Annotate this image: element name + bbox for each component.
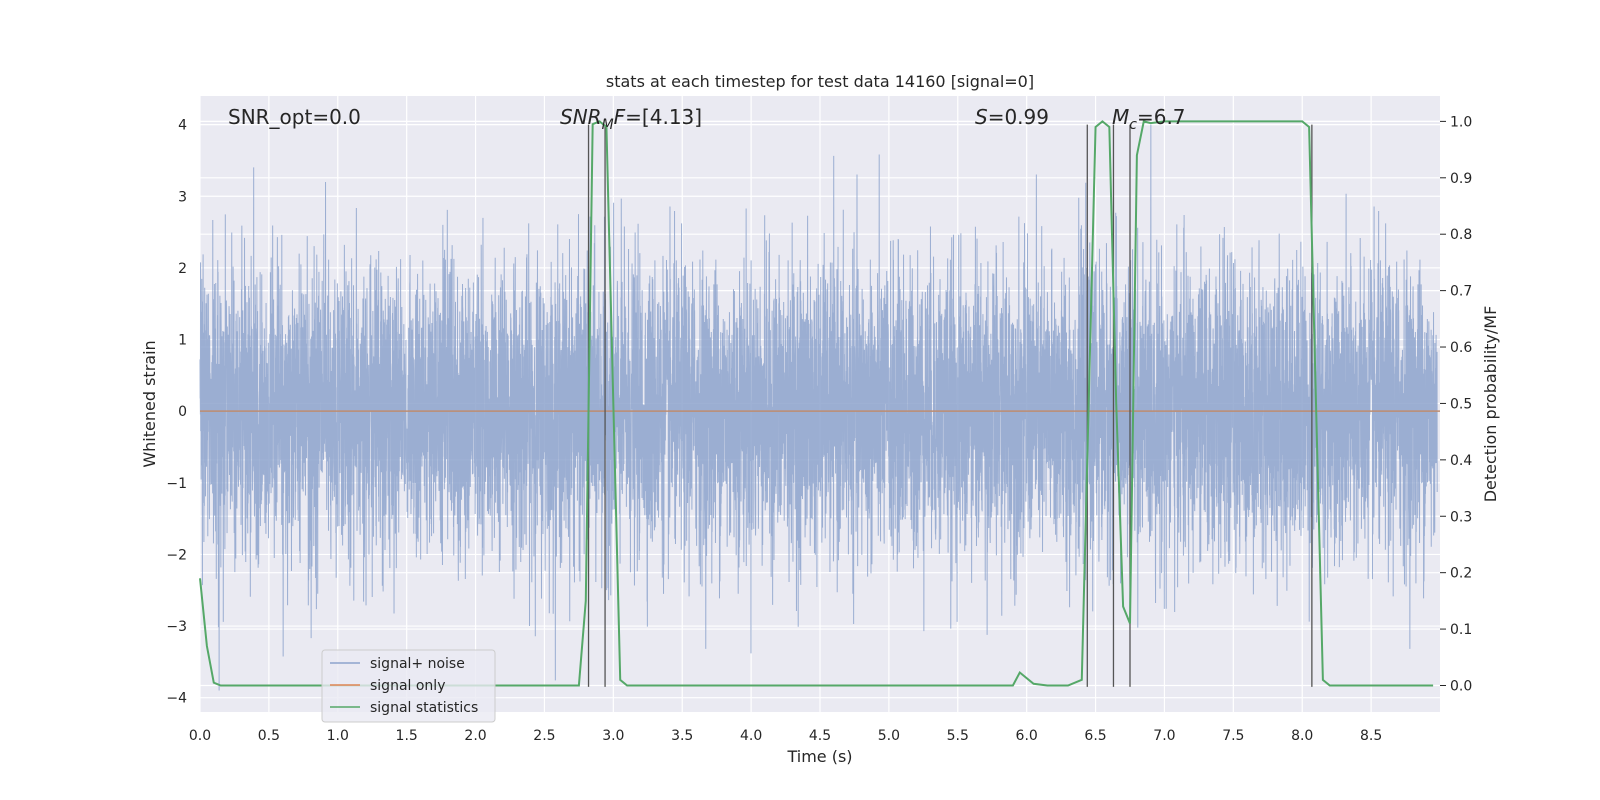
x-tick-label: 2.5 <box>533 728 555 744</box>
y-tick-label: 4 <box>178 118 187 134</box>
x-tick-label: 4.0 <box>740 728 762 744</box>
y2-axis-label: Detection probability/MF <box>1481 306 1500 503</box>
noise-series <box>199 124 1438 691</box>
y2-tick-label: 0.5 <box>1450 396 1472 412</box>
y2-tick-label: 1.0 <box>1450 114 1472 130</box>
y-tick-label: −1 <box>166 476 187 492</box>
x-tick-label: 3.0 <box>602 728 624 744</box>
y2-tick-label: 0.1 <box>1450 622 1472 638</box>
x-tick-label: 7.0 <box>1153 728 1175 744</box>
x-tick-label: 5.0 <box>878 728 900 744</box>
x-tick-label: 8.0 <box>1291 728 1313 744</box>
annotation-s: S=0.99 <box>975 105 1049 129</box>
y2-tick-label: 0.6 <box>1450 340 1472 356</box>
y-tick-label: 1 <box>178 333 187 349</box>
x-tick-label: 7.5 <box>1222 728 1244 744</box>
legend: signal+ noise signal only signal statist… <box>321 649 496 723</box>
y-axis-ticks: −4 −3 −2 −1 0 1 2 3 4 <box>166 118 187 707</box>
x-tick-label: 6.0 <box>1016 728 1038 744</box>
x-axis-label: Time (s) <box>786 747 852 766</box>
noise-line <box>199 124 1438 691</box>
y-tick-label: −3 <box>166 619 187 635</box>
y-tick-label: −2 <box>166 547 187 563</box>
y-tick-label: −4 <box>166 691 187 707</box>
y2-tick-label: 0.9 <box>1450 171 1472 187</box>
annotation-mc: Mc=6.7 <box>1112 105 1186 133</box>
legend-box <box>321 649 496 723</box>
y2-tick-label: 0.8 <box>1450 227 1472 243</box>
y-tick-label: 3 <box>178 189 187 205</box>
chart-title: stats at each timestep for test data 141… <box>606 72 1034 91</box>
signal-statistics-series <box>199 120 1434 687</box>
annotation-snr-mf: SNRMF=[4.13] <box>560 105 702 133</box>
y2-tick-label: 0.3 <box>1450 509 1472 525</box>
y2-tick-label: 0.0 <box>1450 678 1472 694</box>
x-tick-label: 0.5 <box>258 728 280 744</box>
y-axis-label: Whitened strain <box>140 340 159 467</box>
x-tick-label: 4.5 <box>809 728 831 744</box>
y-tick-label: 2 <box>178 261 187 277</box>
y2-axis-ticks: 0.0 0.1 0.2 0.3 0.4 0.5 0.6 0.7 0.8 0.9 1.0 <box>1440 114 1472 694</box>
signal-statistics-line <box>199 120 1434 687</box>
x-tick-label: 8.5 <box>1360 728 1382 744</box>
x-tick-label: 1.5 <box>396 728 418 744</box>
x-tick-label: 5.5 <box>947 728 969 744</box>
legend-label-noise: signal+ noise <box>370 656 465 672</box>
y2-tick-label: 0.7 <box>1450 284 1472 300</box>
y2-tick-label: 0.2 <box>1450 566 1472 582</box>
x-axis-ticks: 0.0 0.5 1.0 1.5 2.0 2.5 3.0 3.5 4.0 4.5 5.0 5.5 6.0 6… <box>189 728 1382 744</box>
legend-label-signal-only: signal only <box>370 678 445 694</box>
x-tick-label: 6.5 <box>1084 728 1106 744</box>
legend-label-statistics: signal statistics <box>370 700 478 716</box>
y-tick-label: 0 <box>178 404 187 420</box>
x-tick-label: 2.0 <box>464 728 486 744</box>
y2-tick-label: 0.4 <box>1450 453 1472 469</box>
x-tick-label: 0.0 <box>189 728 211 744</box>
x-tick-label: 1.0 <box>327 728 349 744</box>
annotation-snr-opt: SNR_opt=0.0 <box>228 105 361 129</box>
x-tick-label: 3.5 <box>671 728 693 744</box>
